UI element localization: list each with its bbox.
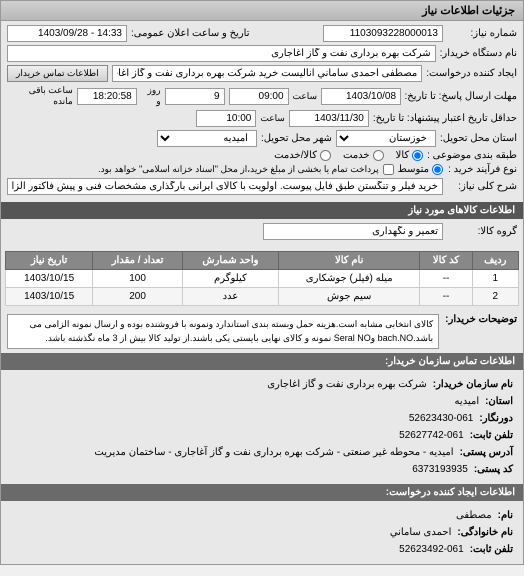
- table-header: تعداد / مقدار: [93, 252, 183, 270]
- deadline-time-input[interactable]: [229, 88, 289, 105]
- phone-label: تلفن ثابت:: [470, 427, 513, 444]
- buyer-contact-header: اطلاعات تماس سازمان خریدار:: [1, 353, 523, 370]
- cont-province-label: استان:: [485, 393, 513, 410]
- postcode-value: 6373193935: [412, 461, 468, 478]
- table-cell: میله (فیلر) جوشکاری: [278, 270, 420, 288]
- table-header: تاریخ نیاز: [6, 252, 93, 270]
- radio-partial-label: کالا/خدمت: [274, 150, 317, 161]
- goods-group-label: گروه کالا:: [447, 226, 517, 237]
- hours-remaining-label: ساعت باقی مانده: [7, 85, 73, 107]
- province-select[interactable]: خوزستان: [336, 130, 436, 147]
- requester-contact-header: اطلاعات ایجاد کننده درخواست:: [1, 484, 523, 501]
- payment-label: پرداخت تمام یا بخشی از مبلغ خرید،از محل …: [98, 164, 378, 175]
- province-label: استان محل تحویل:: [440, 133, 517, 144]
- table-cell: 1403/10/15: [6, 288, 93, 306]
- hours-remaining-input[interactable]: [77, 88, 137, 105]
- public-date-label: تاریخ و ساعت اعلان عمومی:: [131, 28, 250, 39]
- fax-label: دورنگار:: [479, 410, 513, 427]
- goods-table: ردیفکد کالانام کالاواحد شمارشتعداد / مقد…: [5, 251, 519, 306]
- radio-partial[interactable]: [320, 150, 331, 161]
- buyer-desc-content: کالای انتخابی مشابه است.هزینه حمل وبسته …: [7, 314, 439, 349]
- need-title-input[interactable]: [7, 178, 443, 195]
- request-no-label: شماره نیاز:: [447, 28, 517, 39]
- postal-label: آدرس پستی:: [460, 444, 513, 461]
- table-cell: 1: [472, 270, 518, 288]
- days-remaining-input[interactable]: [165, 88, 225, 105]
- table-cell: 1403/10/15: [6, 270, 93, 288]
- table-cell: سیم جوش: [278, 288, 420, 306]
- deadline-label: مهلت ارسال پاسخ: تا تاریخ:: [405, 91, 517, 102]
- radio-goods[interactable]: [412, 150, 423, 161]
- req-phone-value: 52623492-061: [399, 541, 464, 558]
- table-header: ردیف: [472, 252, 518, 270]
- table-header: نام کالا: [278, 252, 420, 270]
- purchase-type-radios: متوسط: [398, 164, 443, 175]
- req-lastname-label: نام خانوادگی:: [457, 524, 513, 541]
- radio-service[interactable]: [373, 150, 384, 161]
- purchase-type-label: نوع فرآیند خرید :: [447, 164, 517, 175]
- panel-title: جزئیات اطلاعات نیاز: [1, 1, 523, 21]
- creator-label: ایجاد کننده درخواست:: [426, 68, 517, 79]
- buyer-device-input[interactable]: [7, 45, 436, 62]
- req-phone-label: تلفن ثابت:: [470, 541, 513, 558]
- req-name-value: مصطفی: [456, 507, 492, 524]
- table-cell: --: [420, 270, 472, 288]
- payment-checkbox[interactable]: [383, 164, 394, 175]
- postcode-label: کد پستی:: [474, 461, 513, 478]
- cont-province-value: امیدیه: [455, 393, 480, 410]
- table-row[interactable]: 1--میله (فیلر) جوشکاریکیلوگرم1001403/10/…: [6, 270, 519, 288]
- org-label: نام سازمان خریدار:: [433, 376, 513, 393]
- city-label: شهر محل تحویل:: [261, 133, 332, 144]
- fax-value: 52623430-061: [409, 410, 474, 427]
- radio-service-item[interactable]: خدمت: [343, 150, 384, 161]
- request-no-input[interactable]: [323, 25, 443, 42]
- table-cell: 100: [93, 270, 183, 288]
- radio-avg-item[interactable]: متوسط: [398, 164, 443, 175]
- buyer-desc-label: توضیحات خریدار:: [445, 314, 517, 349]
- days-remaining-label: روز و: [141, 85, 161, 107]
- org-value: شرکت بهره برداری نفت و گاز اغاجاری: [267, 376, 427, 393]
- req-lastname-value: احمدی ساماني: [390, 524, 452, 541]
- table-cell: 2: [472, 288, 518, 306]
- table-cell: --: [420, 288, 472, 306]
- radio-avg-label: متوسط: [398, 164, 429, 175]
- phone-value: 52627742-061: [399, 427, 464, 444]
- table-cell: 200: [93, 288, 183, 306]
- goods-group-input[interactable]: [263, 223, 443, 240]
- time-label-2: ساعت: [260, 113, 285, 124]
- table-header: کد کالا: [420, 252, 472, 270]
- radio-service-label: خدمت: [343, 150, 370, 161]
- radio-goods-item[interactable]: کالا: [396, 150, 424, 161]
- city-select[interactable]: امیدیه: [157, 130, 257, 147]
- postal-value: امیدیه - محوطه غیر صنعتی - شرکت بهره برد…: [94, 444, 453, 461]
- need-title-label: شرح کلی نیاز:: [447, 181, 517, 192]
- time-label-1: ساعت: [293, 91, 318, 102]
- table-row[interactable]: 2--سیم جوشعدد2001403/10/15: [6, 288, 519, 306]
- goods-type-radios: کالا خدمت کالا/خدمت: [274, 150, 423, 161]
- public-date-input[interactable]: [7, 25, 127, 42]
- invoice-label: حداقل تاریخ اعتبار پیشنهاد: تا تاریخ:: [373, 113, 517, 124]
- invoice-date-input[interactable]: [289, 110, 369, 127]
- creator-input[interactable]: [112, 65, 423, 82]
- radio-goods-label: کالا: [396, 150, 410, 161]
- radio-avg[interactable]: [432, 164, 443, 175]
- req-name-label: نام:: [498, 507, 513, 524]
- radio-partial-item[interactable]: کالا/خدمت: [274, 150, 331, 161]
- buyer-contact-button[interactable]: اطلاعات تماس خریدار: [7, 65, 108, 82]
- buyer-device-label: نام دستگاه خریدار:: [440, 48, 517, 59]
- deadline-date-input[interactable]: [321, 88, 401, 105]
- table-cell: عدد: [182, 288, 278, 306]
- table-cell: کیلوگرم: [182, 270, 278, 288]
- invoice-time-input[interactable]: [196, 110, 256, 127]
- table-header: واحد شمارش: [182, 252, 278, 270]
- condition-label: طبقه بندی موضوعی :: [427, 150, 517, 161]
- goods-section-header: اطلاعات کالاهای مورد نیاز: [1, 202, 523, 219]
